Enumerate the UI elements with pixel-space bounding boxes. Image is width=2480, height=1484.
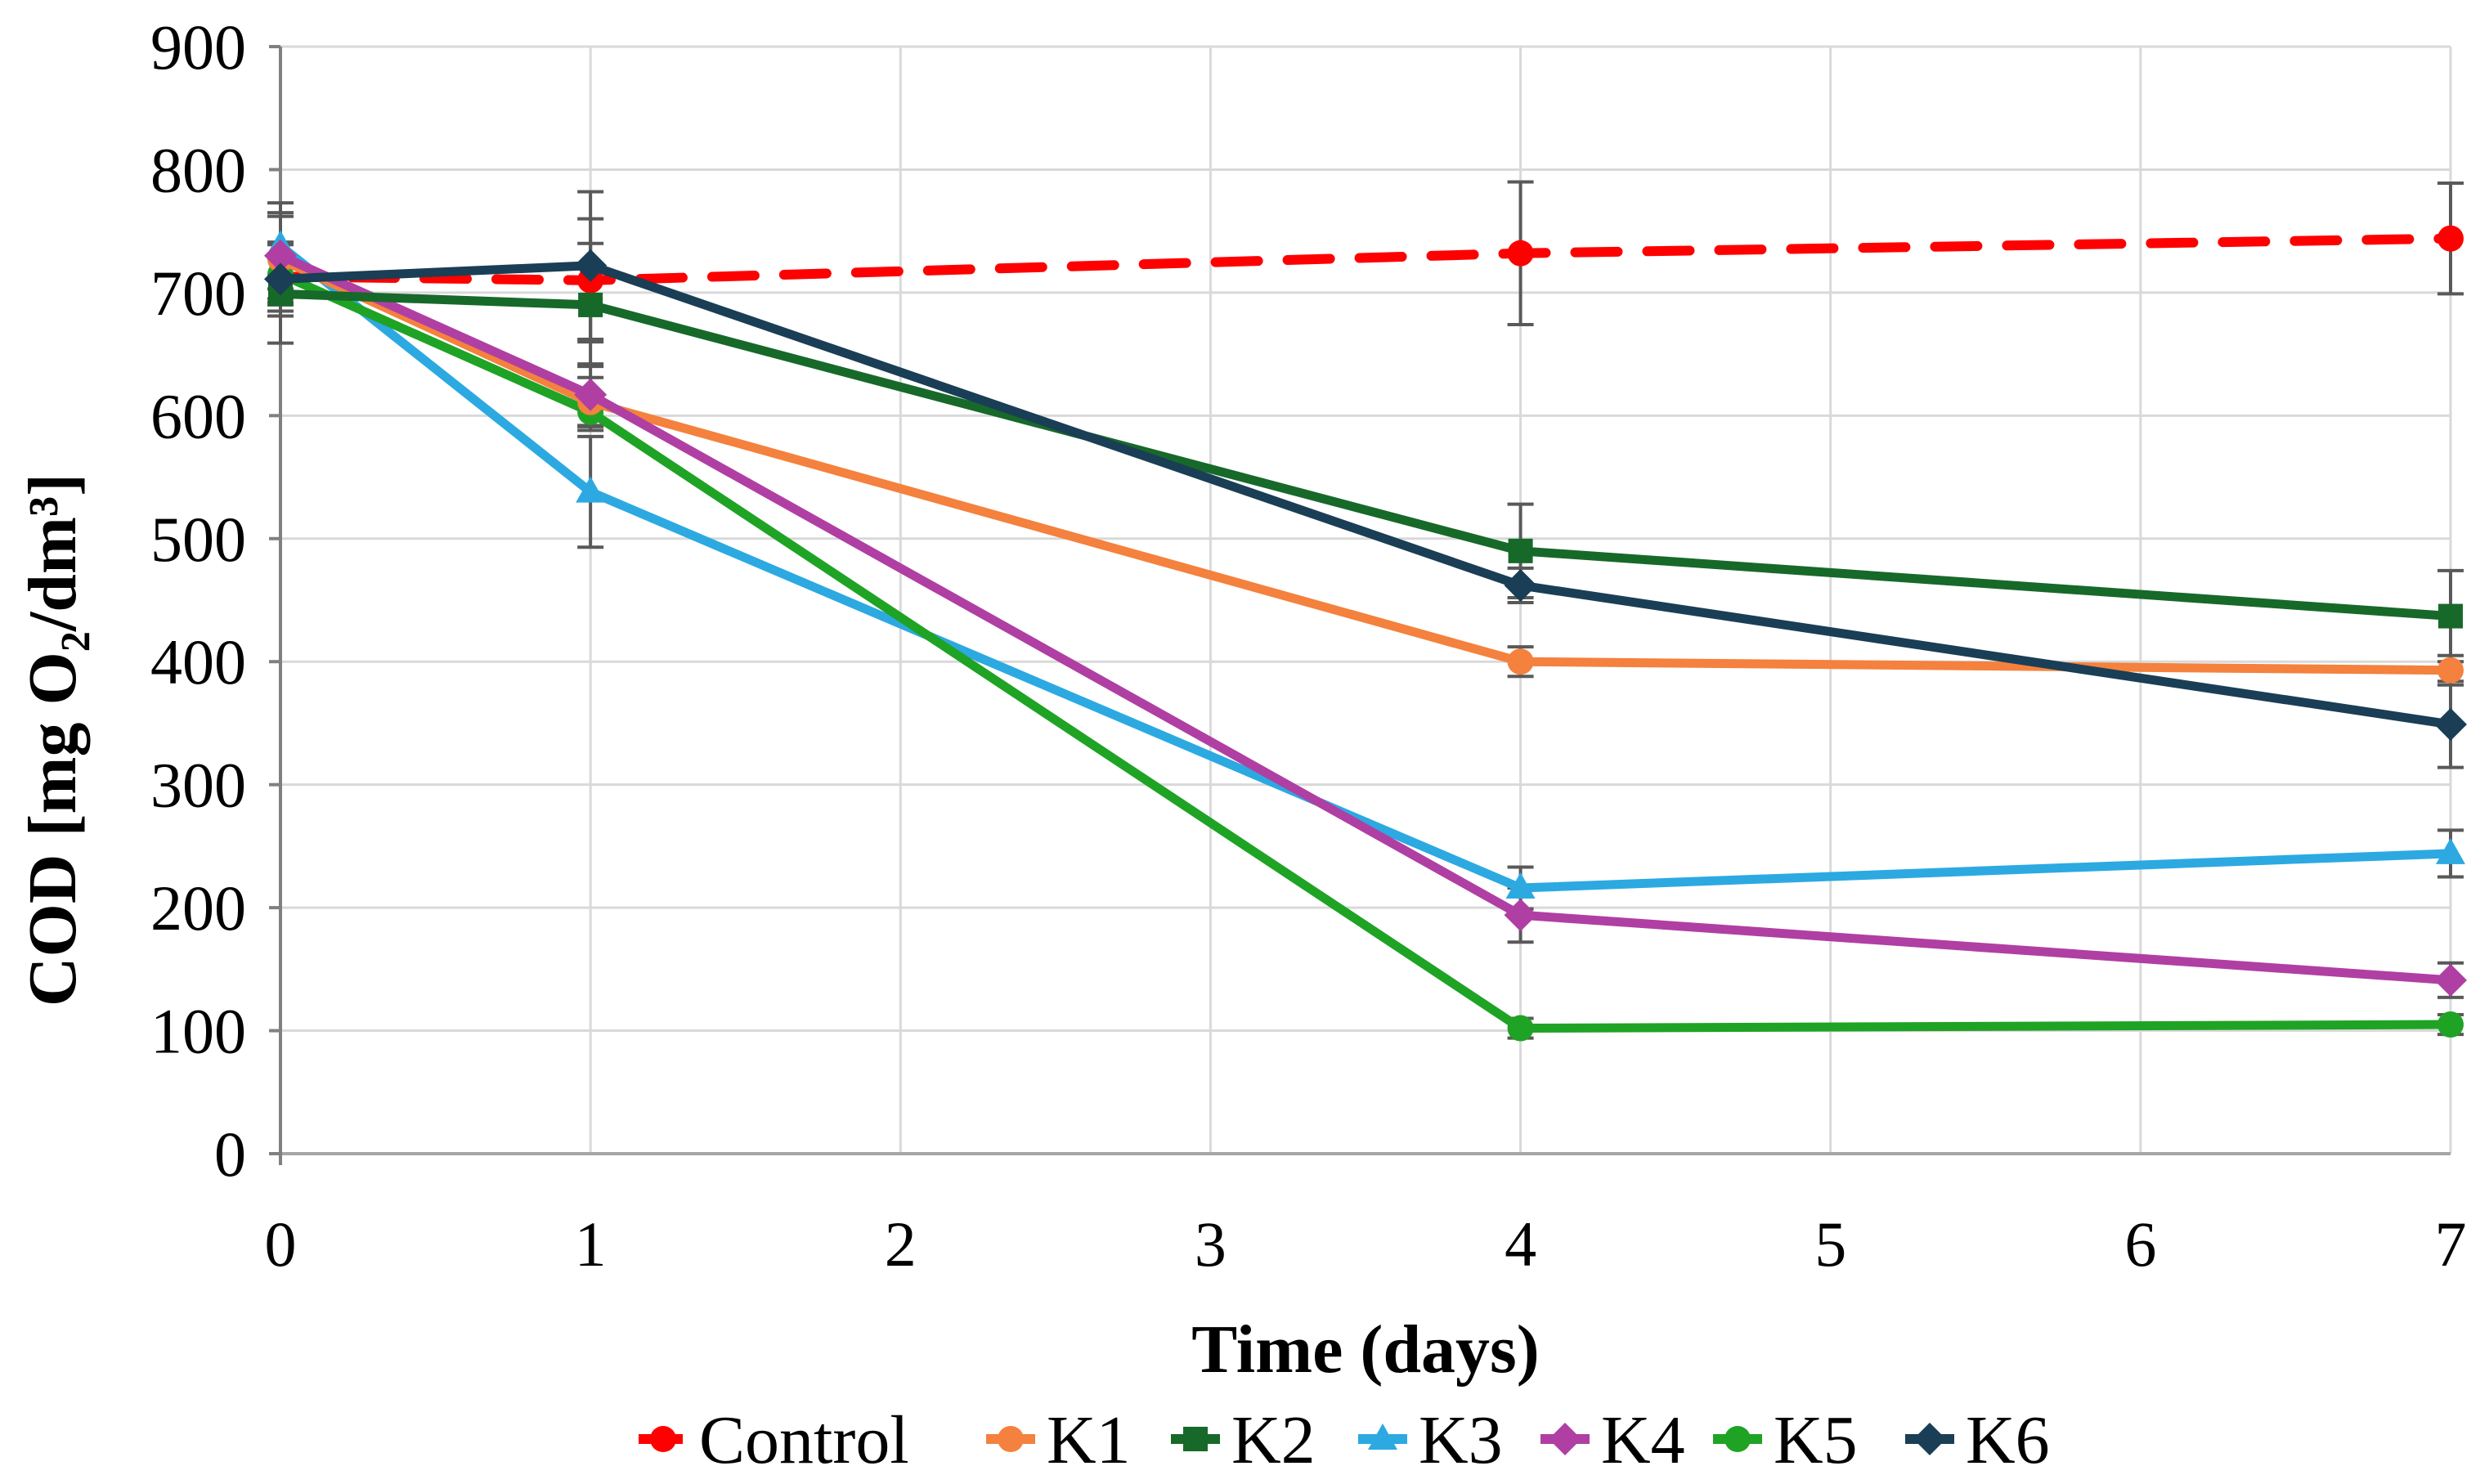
legend-control-marker-icon [650, 1426, 676, 1452]
legend-item-k2: K2 [1171, 1402, 1316, 1478]
y-tick-label-300: 300 [150, 750, 246, 821]
chart-legend: Control K1 K2 K3 K4 K5 K6 [639, 1402, 2050, 1478]
x-axis-title: Time (days) [1191, 1311, 1539, 1388]
x-tick-label-5: 5 [1814, 1208, 1846, 1280]
y-tick-label-700: 700 [150, 258, 246, 329]
y-tick-label-200: 200 [150, 872, 246, 944]
legend-item-k1: K1 [986, 1402, 1131, 1478]
series-k2 [268, 281, 2463, 629]
series-line-k5 [276, 269, 2455, 1033]
legend-item-k6: K6 [1905, 1402, 2050, 1478]
legend-item-k4: K4 [1540, 1402, 1685, 1478]
y-axis-title: COD [mg O₂/dm³] [15, 473, 91, 1007]
series-line-k2 [276, 289, 2455, 621]
legend-k4-marker-icon [1549, 1423, 1581, 1455]
legend-item-k3: K3 [1358, 1402, 1503, 1478]
series-k3 [266, 230, 2465, 899]
y-axis-title-group: COD [mg O₂/dm³] [15, 473, 91, 1007]
y-tick-label-100: 100 [150, 996, 246, 1067]
legend-k6-marker-icon [1913, 1423, 1946, 1455]
axes [269, 45, 2451, 1165]
series-line-k1 [276, 254, 2455, 675]
legend-k1-marker-icon [998, 1426, 1024, 1452]
series-line-control [276, 233, 2455, 285]
x-tick-label-1: 1 [575, 1208, 607, 1280]
legend-item-k5: K5 [1713, 1402, 1858, 1478]
x-tick-label-7: 7 [2435, 1208, 2467, 1280]
series-markers-k6 [264, 249, 2467, 741]
series-markers-k3 [266, 230, 2465, 899]
x-tick-label-2: 2 [885, 1208, 917, 1280]
legend-label-k6: K6 [1966, 1402, 2050, 1478]
legend-item-control: Control [639, 1402, 909, 1478]
y-tick-label-800: 800 [150, 134, 246, 205]
series-k6 [264, 249, 2467, 741]
x-tick-label-6: 6 [2124, 1208, 2156, 1280]
y-tick-label-400: 400 [150, 626, 246, 697]
y-tick-label-600: 600 [150, 380, 246, 451]
x-tick-labels: 0 1 2 3 4 5 6 7 [265, 1208, 2467, 1280]
legend-label-k2: K2 [1231, 1402, 1316, 1478]
horizontal-gridlines [280, 45, 2451, 1033]
series-markers-k2 [268, 281, 2463, 629]
x-tick-label-3: 3 [1195, 1208, 1227, 1280]
series-line-k6 [276, 261, 2455, 729]
series-markers-k4 [264, 239, 2467, 997]
y-tick-label-500: 500 [150, 504, 246, 575]
y-tick-labels: 0 100 200 300 400 500 600 700 800 900 [150, 11, 246, 1190]
y-tick-label-900: 900 [150, 11, 246, 83]
y-tick-label-0: 0 [214, 1119, 246, 1190]
x-tick-label-4: 4 [1505, 1208, 1536, 1280]
legend-label-k5: K5 [1774, 1402, 1858, 1478]
legend-k3-marker-icon [1368, 1423, 1397, 1450]
legend-label-k1: K1 [1047, 1402, 1131, 1478]
series-line-k4 [276, 251, 2455, 985]
series-line-k3 [276, 241, 2455, 893]
legend-k5-marker-icon [1724, 1426, 1751, 1452]
legend-label-control: Control [699, 1402, 909, 1478]
series-k4 [264, 239, 2467, 997]
x-tick-label-0: 0 [265, 1208, 297, 1280]
legend-k2-marker-icon [1183, 1427, 1208, 1451]
legend-label-k3: K3 [1419, 1402, 1503, 1478]
x-axis-title-group: Time (days) [1191, 1311, 1539, 1388]
legend-label-k4: K4 [1601, 1402, 1685, 1478]
